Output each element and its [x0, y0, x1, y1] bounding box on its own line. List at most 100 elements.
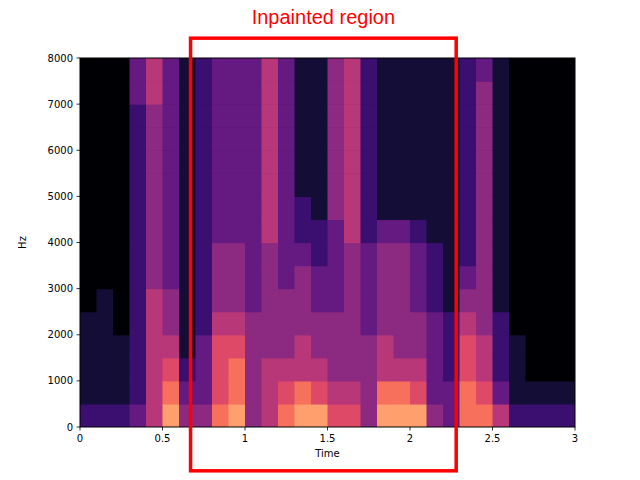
cell — [410, 219, 427, 243]
cell — [377, 219, 394, 243]
cell — [377, 104, 394, 128]
x-tick-label: 2.5 — [485, 433, 501, 444]
cell — [377, 173, 394, 197]
cell — [295, 81, 312, 105]
cell — [163, 404, 180, 427]
cell — [460, 289, 477, 313]
cell — [344, 81, 361, 105]
cell — [542, 312, 559, 336]
cell — [427, 173, 444, 197]
cell — [361, 335, 378, 359]
cell — [542, 196, 559, 220]
cell — [410, 358, 427, 382]
cell — [377, 150, 394, 174]
cell — [361, 289, 378, 313]
cell — [427, 219, 444, 243]
cell — [328, 219, 345, 243]
cell — [559, 266, 576, 290]
cell — [460, 104, 477, 128]
cell — [493, 312, 510, 336]
cell — [113, 104, 130, 128]
cell — [394, 266, 411, 290]
cell — [509, 196, 526, 220]
cell — [262, 381, 279, 405]
cell — [179, 266, 196, 290]
cell — [377, 127, 394, 151]
cell — [377, 289, 394, 313]
annotation-text: Inpainted region — [252, 6, 395, 28]
cell — [278, 104, 295, 128]
cell — [196, 243, 213, 267]
cell — [179, 289, 196, 313]
cell — [377, 312, 394, 336]
cell — [97, 289, 114, 313]
cell — [212, 312, 229, 336]
cell — [146, 104, 163, 128]
cell — [97, 404, 114, 427]
cell — [476, 266, 493, 290]
cell — [460, 196, 477, 220]
cell — [113, 266, 130, 290]
cell — [394, 196, 411, 220]
cell — [410, 173, 427, 197]
cell — [229, 150, 246, 174]
cell — [476, 404, 493, 427]
cell — [526, 312, 543, 336]
cell — [229, 381, 246, 405]
y-tick-label: 1000 — [48, 375, 73, 386]
cell — [311, 127, 328, 151]
cell — [245, 219, 262, 243]
cell — [212, 381, 229, 405]
cell — [460, 173, 477, 197]
cell — [361, 196, 378, 220]
cell — [295, 381, 312, 405]
cell — [476, 173, 493, 197]
cell — [493, 150, 510, 174]
cell — [493, 266, 510, 290]
cell — [509, 81, 526, 105]
cell — [328, 127, 345, 151]
cell — [196, 196, 213, 220]
cell — [493, 173, 510, 197]
cell — [394, 58, 411, 82]
cell — [361, 127, 378, 151]
cell — [361, 312, 378, 336]
cell — [394, 404, 411, 427]
cell — [410, 243, 427, 267]
cell — [229, 312, 246, 336]
cell — [113, 289, 130, 313]
cell — [493, 196, 510, 220]
cell — [295, 335, 312, 359]
cell — [526, 335, 543, 359]
cell — [394, 173, 411, 197]
cell — [427, 243, 444, 267]
cell — [229, 81, 246, 105]
cell — [278, 150, 295, 174]
cell — [328, 335, 345, 359]
cell — [196, 150, 213, 174]
cell — [542, 335, 559, 359]
cell — [229, 127, 246, 151]
cell — [80, 150, 97, 174]
y-tick — [77, 334, 81, 335]
cell — [245, 58, 262, 82]
cell — [146, 358, 163, 382]
cell — [361, 381, 378, 405]
cell — [361, 150, 378, 174]
y-tick — [77, 288, 81, 289]
cell — [559, 196, 576, 220]
cell — [394, 127, 411, 151]
cell — [262, 266, 279, 290]
cell — [278, 243, 295, 267]
cell — [493, 81, 510, 105]
cell — [179, 335, 196, 359]
cell — [295, 289, 312, 313]
y-tick — [77, 150, 81, 151]
cell — [278, 219, 295, 243]
cell — [542, 127, 559, 151]
cell — [410, 58, 427, 82]
cell — [229, 243, 246, 267]
cell — [526, 219, 543, 243]
cell — [113, 58, 130, 82]
cell — [212, 196, 229, 220]
